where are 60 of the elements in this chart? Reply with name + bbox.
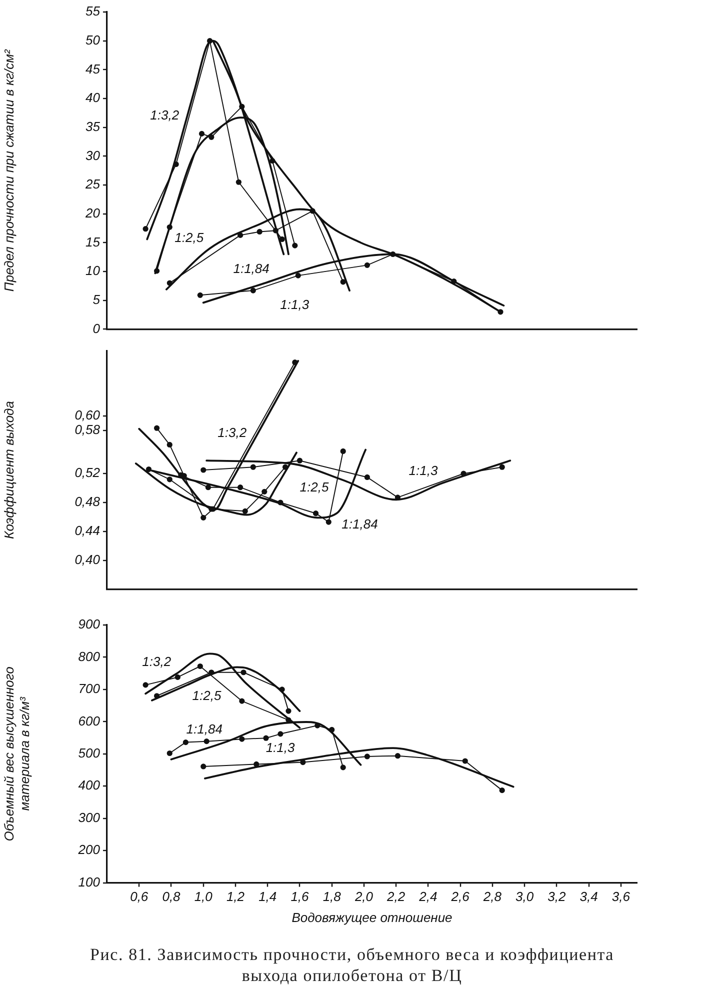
annotation: 1:3,2 <box>142 654 172 670</box>
x-tick-label: 3,6 <box>612 889 631 904</box>
y-tick-label: 55 <box>86 4 101 19</box>
y-tick-label: 200 <box>77 842 101 858</box>
x-tick-label: 2,8 <box>482 889 502 904</box>
annotation: 1:1,84 <box>233 260 270 276</box>
x-axis-title: Водовяжущее отношение <box>292 910 452 925</box>
x-tick-label: 0,8 <box>162 889 182 904</box>
y-axis-title: Объемный вес высушенного материала в кг/м³ <box>1 666 32 842</box>
y-tick-label: 20 <box>84 205 101 220</box>
y-tick-label: 800 <box>78 648 101 664</box>
annotation: 1:1,84 <box>342 516 378 532</box>
annotation: 1:3,2 <box>218 424 248 440</box>
x-tick-label: 2,4 <box>418 889 438 904</box>
x-tick-label: 1,4 <box>258 889 277 904</box>
x-tick-label: 1,8 <box>322 889 342 904</box>
y-tick-label: 0,60 <box>74 407 101 422</box>
y-tick-label: 10 <box>86 263 101 278</box>
y-tick-label: 5 <box>92 292 101 307</box>
text: Рис. 81. Зависимость прочности, объемного веса и коэффициента выхода опилобетона от В/Ц <box>88 944 616 986</box>
x-tick-label: 1,2 <box>226 889 246 904</box>
annotation: 1:1,3 <box>408 463 438 478</box>
y-tick-label: 15 <box>86 234 101 250</box>
y-tick-label: 400 <box>78 778 101 793</box>
y-tick-label: 0,48 <box>74 494 101 510</box>
y-tick-label: 500 <box>78 746 101 761</box>
y-tick-label: 0,40 <box>74 552 101 567</box>
x-tick-label: 2,6 <box>450 889 470 904</box>
y-tick-label: 0,58 <box>74 422 101 437</box>
annotation: 1:2,5 <box>174 230 204 246</box>
annotation: 1:2,5 <box>192 688 222 704</box>
y-tick-label: 40 <box>86 90 101 106</box>
y-axis-title: Предел прочности при сжатии в кг/см² <box>1 48 16 292</box>
y-tick-label: 35 <box>86 118 101 134</box>
y-tick-label: 700 <box>78 681 101 696</box>
y-tick-label: 100 <box>78 874 101 890</box>
x-tick-label: 2,2 <box>386 889 406 904</box>
annotation: 1:1,3 <box>280 297 310 312</box>
x-tick-label: 3,4 <box>580 889 598 904</box>
y-tick-label: 300 <box>78 810 101 825</box>
y-tick-label: 45 <box>86 61 101 76</box>
annotation: 1:3,2 <box>150 107 180 122</box>
x-tick-label: 3,2 <box>548 889 566 904</box>
x-tick-label: 1,6 <box>290 889 310 904</box>
x-tick-label: 2,0 <box>354 889 374 904</box>
y-tick-label: 30 <box>86 148 101 163</box>
y-tick-label: 600 <box>78 713 101 728</box>
y-tick-label: 0 <box>92 320 101 336</box>
y-tick-label: 900 <box>78 616 101 632</box>
annotation: 1:1,84 <box>186 721 222 736</box>
y-tick-label: 25 <box>84 176 101 192</box>
y-tick-label: 50 <box>86 32 101 48</box>
annotation: 1:1,3 <box>266 740 296 756</box>
x-tick-label: 0,6 <box>130 889 149 904</box>
annotation: 1:2,5 <box>300 480 330 495</box>
y-tick-label: 0,44 <box>74 523 100 538</box>
x-tick-label: 1,0 <box>194 889 214 904</box>
y-tick-label: 0,52 <box>74 465 101 480</box>
y-axis-title: Коэффициент выхода <box>1 401 16 539</box>
x-tick-label: 3,0 <box>516 889 534 904</box>
